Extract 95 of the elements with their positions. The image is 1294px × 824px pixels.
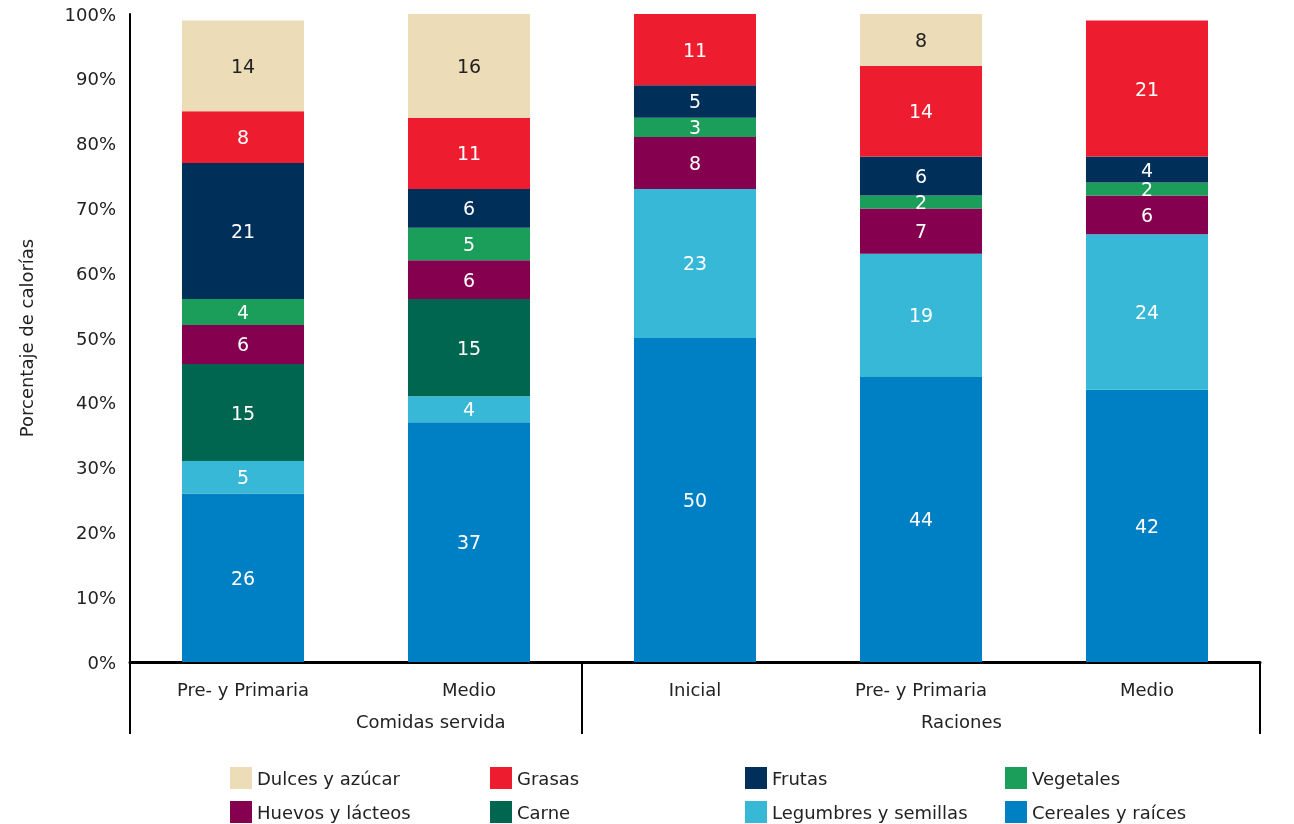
y-tick-label: 30% <box>75 457 116 479</box>
bar <box>633 137 757 189</box>
y-axis-title: Porcentaje de calorías <box>15 238 37 438</box>
bar <box>1085 234 1209 390</box>
y-tick-label: 80% <box>75 133 116 155</box>
bar <box>181 20 305 112</box>
data-label: 44 <box>908 508 934 531</box>
bar <box>407 396 531 423</box>
legend-label: Cereales y raíces <box>1032 801 1187 823</box>
bar <box>633 117 757 138</box>
data-label: 5 <box>462 233 476 256</box>
bar <box>407 422 531 662</box>
data-label: 6 <box>236 333 250 356</box>
bar <box>181 163 305 300</box>
data-label: 4 <box>236 301 250 324</box>
bar <box>859 14 983 66</box>
data-label: 3 <box>688 116 702 139</box>
data-label: 50 <box>682 489 708 511</box>
x-tick-label: Pre- y Primaria <box>854 678 988 700</box>
legend-label: Vegetales <box>1032 767 1121 789</box>
bar <box>1085 195 1209 235</box>
x-tick-label: Pre- y Primaria <box>176 678 310 700</box>
y-tick-label: 60% <box>75 262 116 284</box>
data-label: 21 <box>230 220 256 243</box>
legend-label: Grasas <box>517 767 580 789</box>
data-label: 5 <box>688 90 702 113</box>
y-tick-label: 0% <box>87 651 116 673</box>
y-tick-label: 100% <box>64 3 116 25</box>
data-label: 7 <box>914 220 928 243</box>
bar <box>181 461 305 494</box>
bar <box>859 253 983 377</box>
bar <box>1085 156 1209 183</box>
bar <box>181 299 305 326</box>
data-label: 6 <box>1140 203 1154 226</box>
data-label: 8 <box>914 28 928 51</box>
legend-label: Carne <box>517 801 571 823</box>
data-label: 15 <box>230 401 256 424</box>
bar <box>181 325 305 364</box>
legend-label: Dulces y azúcar <box>257 767 401 789</box>
y-tick-label: 50% <box>75 327 116 349</box>
data-label: 2 <box>914 190 928 213</box>
data-label: 11 <box>456 142 482 165</box>
bar <box>859 208 983 254</box>
legend-label: Frutas <box>772 767 828 789</box>
bar <box>407 260 531 300</box>
legend-label: Legumbres y semillas <box>772 801 968 823</box>
bar <box>407 14 531 118</box>
bar <box>633 85 757 118</box>
bar <box>181 493 305 662</box>
data-label: 11 <box>682 38 708 61</box>
data-label: 6 <box>462 197 476 220</box>
bar <box>859 195 983 209</box>
data-label: 8 <box>688 152 702 175</box>
bar <box>859 376 983 662</box>
data-label: 42 <box>1134 514 1160 537</box>
data-label: 21 <box>1134 77 1160 100</box>
x-tick-label: Inicial <box>668 678 722 700</box>
bar <box>1085 20 1209 157</box>
data-label: 26 <box>230 566 256 589</box>
data-label: 16 <box>456 54 482 77</box>
data-label: 23 <box>682 252 708 275</box>
data-label: 14 <box>908 100 934 123</box>
data-label: 8 <box>236 126 250 149</box>
data-label: 5 <box>236 466 250 489</box>
bar <box>407 117 531 189</box>
data-label: 6 <box>914 165 928 187</box>
data-label: 4 <box>462 398 476 421</box>
data-label: 19 <box>908 304 934 327</box>
data-label: 37 <box>456 531 482 554</box>
bar <box>1085 182 1209 196</box>
data-label: 24 <box>1134 301 1160 324</box>
data-label: 14 <box>230 54 256 77</box>
x-tick-label: Medio <box>1119 678 1175 700</box>
text: Raciones <box>921 710 1002 732</box>
bar <box>181 363 305 462</box>
bar <box>181 111 305 164</box>
y-tick-label: 90% <box>75 68 116 90</box>
bar <box>407 188 531 228</box>
bar <box>633 14 757 86</box>
bar <box>1085 389 1209 662</box>
y-tick-label: 70% <box>75 197 116 219</box>
bar <box>407 227 531 261</box>
y-tick-label: 20% <box>75 521 116 543</box>
text: Comidas servida <box>356 710 506 732</box>
bar <box>633 188 757 338</box>
y-tick-label: 10% <box>75 586 116 608</box>
bar <box>859 156 983 196</box>
y-tick-label: 40% <box>75 392 116 414</box>
bar <box>407 299 531 397</box>
x-tick-label: Medio <box>441 678 497 700</box>
bar <box>633 338 757 662</box>
bar <box>859 65 983 157</box>
data-label: 15 <box>456 336 482 359</box>
data-label: 6 <box>462 268 476 291</box>
legend-label: Huevos y lácteos <box>257 801 411 823</box>
